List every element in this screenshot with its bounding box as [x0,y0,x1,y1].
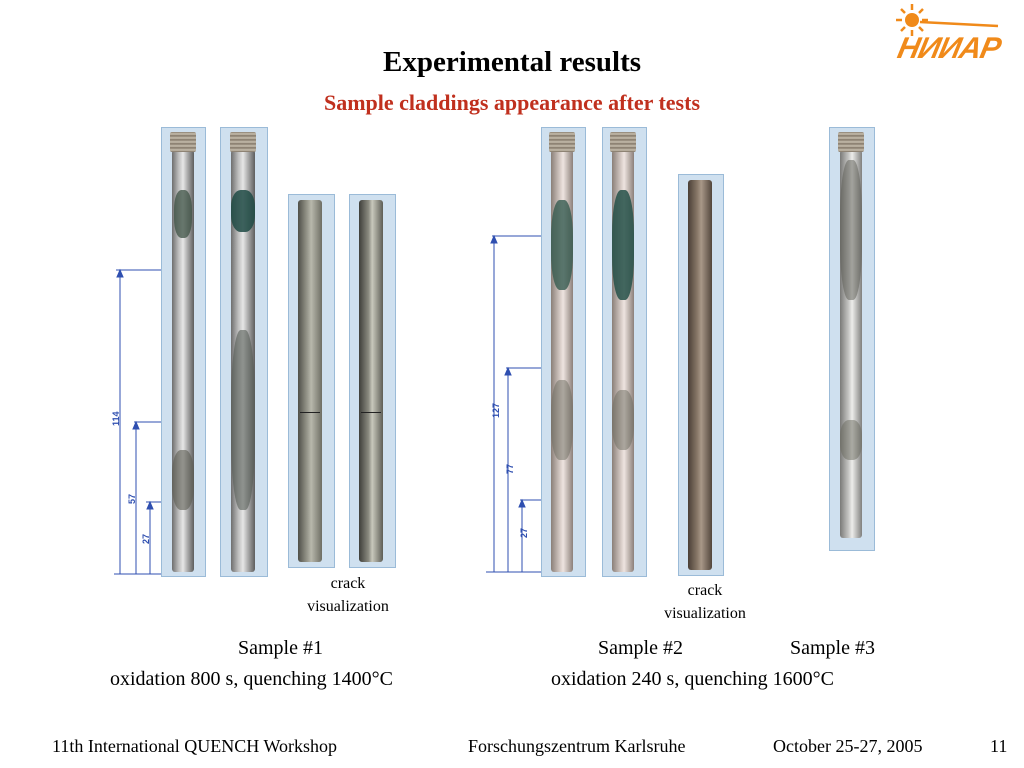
sample1-rod-a-cap [170,132,196,152]
sample1-rod-b [231,150,255,572]
sample1-dim-27: 27 [133,524,157,550]
sample1-dim-57-text: 57 [127,494,137,504]
sample1-rod-b-cap [230,132,256,152]
sample23-dim-27-text: 27 [519,528,529,538]
sample1-dim-57: 57 [119,484,143,510]
sample1-crack-rod-b [359,200,383,562]
sample1-name: Sample #1 [238,637,323,659]
institute-logo: НИИАР [890,2,1003,80]
sample23-dimension-lines [486,234,546,573]
sample2-caption-line1: crack [687,582,723,599]
sample1-rod-a [172,150,194,572]
sample23-description: oxidation 240 s, quenching 1600°C [551,668,834,690]
sample2-crack-caption: crack visualization [645,579,765,625]
footer-page-number: 11 [990,736,1008,756]
footer-date: October 25-27, 2005 [773,736,923,756]
sample1-dim-114: 114 [103,400,127,430]
sample3-rod-cap [838,132,864,152]
sample2-crack-rod [688,180,712,570]
sample1-dim-27-text: 27 [141,534,151,544]
sample2-caption-line2: visualization [664,605,746,622]
sample2-rod-b [612,150,634,572]
footer-institute: Forschungszentrum Karlsruhe [468,736,686,756]
sample2-rod-a-cap [549,132,575,152]
sample2-rod-a [551,150,573,572]
sample2-rod-b-cap [610,132,636,152]
sample1-dim-114-text: 114 [111,411,121,426]
sample1-crack-rod-a [298,200,322,562]
sample23-dim-127: 127 [483,392,507,422]
slide-subtitle: Sample claddings appearance after tests [323,90,701,115]
sample23-dim-27: 27 [511,518,535,544]
sample1-crack-caption: crack visualization [288,572,408,618]
sun-logo-icon [896,4,999,36]
sample1-caption-line2: visualization [307,598,389,615]
sample1-caption-line1: crack [330,575,366,592]
slide-title: Experimental results [382,46,642,78]
sample3-name: Sample #3 [790,637,875,659]
sample3-rod [840,150,862,538]
sample23-dim-77-text: 77 [505,464,515,474]
footer-workshop: 11th International QUENCH Workshop [52,736,338,756]
sample23-dim-77: 77 [497,454,521,480]
sample23-dim-127-text: 127 [491,403,501,418]
sample1-description: oxidation 800 s, quenching 1400°C [110,668,393,690]
sample2-name: Sample #2 [598,637,683,659]
